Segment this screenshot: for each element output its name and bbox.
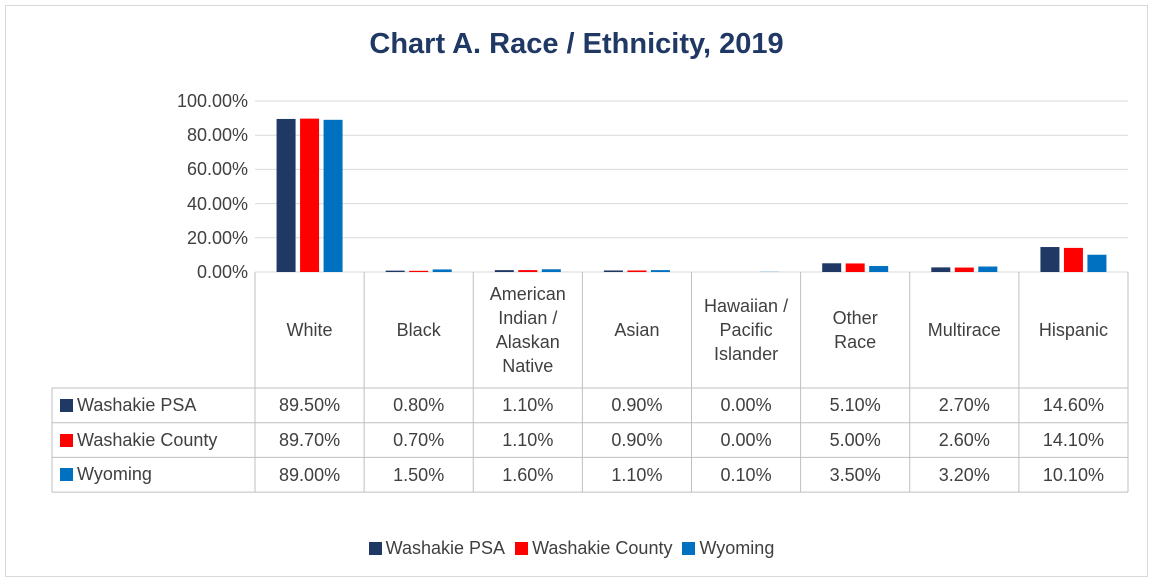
legend-swatch <box>368 541 382 555</box>
legend-swatch <box>60 398 73 412</box>
legend-label: Washakie County <box>77 429 218 450</box>
table-legend-entry: Wyoming <box>60 457 152 492</box>
legend-swatch <box>515 541 529 555</box>
bar <box>385 270 405 272</box>
bar <box>1087 254 1107 272</box>
bar <box>276 118 296 272</box>
legend: Washakie PSA Washakie County Wyoming <box>0 536 1153 560</box>
legend-swatch <box>60 433 73 447</box>
table-value: 1.60% <box>502 464 554 485</box>
table-value: 2.70% <box>938 395 990 416</box>
table-value: 89.50% <box>279 395 341 416</box>
table-legend-entry: Washakie PSA <box>60 388 196 423</box>
category-label: Black <box>396 320 441 340</box>
table-value: 1.10% <box>502 430 554 451</box>
table-value: 10.10% <box>1042 464 1104 485</box>
table-value: 0.90% <box>611 430 663 451</box>
y-tick-label: 40.00% <box>186 193 248 214</box>
legend-swatch <box>682 541 696 555</box>
table-value: 0.00% <box>720 430 772 451</box>
category-label: American Indian / Alaskan Native <box>489 284 566 376</box>
y-tick-label: 100.00% <box>176 91 248 111</box>
table-value: 5.10% <box>829 395 881 416</box>
table-value: 3.50% <box>829 464 881 485</box>
table-value: 0.10% <box>720 464 772 485</box>
bar <box>494 270 514 272</box>
bar <box>603 270 623 272</box>
y-tick-label: 80.00% <box>186 125 248 146</box>
table-value: 5.00% <box>829 430 881 451</box>
table-value: 0.70% <box>393 430 445 451</box>
chart-border <box>5 5 1148 577</box>
table-value: 1.10% <box>611 464 663 485</box>
bar <box>869 266 889 272</box>
category-label: White <box>286 320 333 340</box>
category-label: Other Race <box>832 308 878 352</box>
chart-title: Chart A. Race / Ethnicity, 2019 <box>369 28 784 60</box>
bar <box>409 270 429 272</box>
category-label: Hispanic <box>1038 320 1108 340</box>
table-value: 14.10% <box>1042 430 1104 451</box>
bar <box>650 270 670 272</box>
table-value: 0.00% <box>720 395 772 416</box>
bar <box>518 270 538 272</box>
bar <box>323 119 343 272</box>
table-value: 89.00% <box>279 464 341 485</box>
table-legend-entry: Washakie County <box>60 423 217 458</box>
bar <box>822 263 842 272</box>
legend-label: Wyoming <box>699 537 775 558</box>
bar <box>845 263 865 272</box>
table-value: 14.60% <box>1042 395 1104 416</box>
category-label: Asian <box>614 320 660 340</box>
bar <box>954 267 974 272</box>
bar <box>1040 247 1060 272</box>
bar <box>1063 247 1083 272</box>
bar <box>627 270 647 272</box>
table-value: 3.20% <box>938 464 990 485</box>
bar <box>432 269 452 272</box>
bar <box>978 266 998 272</box>
bar <box>300 118 320 272</box>
bar <box>541 269 561 272</box>
legend-label: Washakie PSA <box>77 394 197 415</box>
legend-label: Washakie County <box>532 537 673 558</box>
table-value: 0.80% <box>393 395 445 416</box>
legend-label: Wyoming <box>77 464 152 485</box>
y-tick-label: 0.00% <box>196 262 248 282</box>
category-label: Hawaiian / Pacific Islander <box>704 296 789 364</box>
legend-label: Washakie PSA <box>385 537 506 558</box>
table-value: 2.60% <box>938 430 990 451</box>
category-label: Multirace <box>927 320 1001 340</box>
legend-swatch <box>60 468 73 482</box>
table-value: 0.90% <box>611 395 663 416</box>
table-value: 1.50% <box>393 464 445 485</box>
bar <box>931 267 951 272</box>
y-tick-label: 20.00% <box>186 227 248 248</box>
table-value: 1.10% <box>502 395 554 416</box>
table-value: 89.70% <box>279 430 341 451</box>
y-tick-label: 60.00% <box>186 159 248 180</box>
